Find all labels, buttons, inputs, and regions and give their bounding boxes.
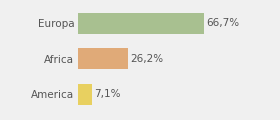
Text: 66,7%: 66,7% xyxy=(207,18,240,28)
Bar xyxy=(78,13,204,33)
Text: 7,1%: 7,1% xyxy=(94,89,121,99)
Bar xyxy=(78,84,92,105)
Bar xyxy=(78,48,128,69)
Text: 26,2%: 26,2% xyxy=(130,54,163,64)
